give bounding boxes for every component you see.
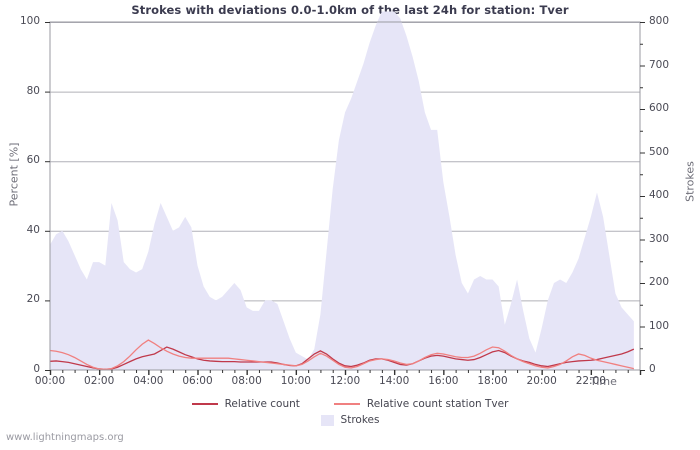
watermark: www.lightningmaps.org	[6, 432, 124, 443]
x-tick-label: 08:00	[231, 375, 262, 387]
x-tick-label: 10:00	[280, 375, 311, 387]
x-tick-label: 12:00	[329, 375, 361, 387]
y-tick-label: 60	[26, 154, 40, 167]
y2-tick-label: 100	[649, 319, 670, 332]
legend-line-icon	[333, 403, 360, 405]
x-tick-label: 22:00	[575, 375, 606, 387]
y2-tick-label: 300	[649, 232, 670, 245]
legend-swatch-icon	[320, 414, 334, 426]
y-tick-label: 40	[26, 223, 40, 236]
legend-line-icon	[191, 403, 218, 405]
legend-item-strokes[interactable]: Strokes	[320, 414, 380, 426]
x-tick-label: 14:00	[379, 375, 410, 387]
x-tick-label: 00:00	[34, 375, 66, 387]
x-tick-label: 04:00	[133, 375, 164, 387]
y-tick-label: 0	[33, 363, 40, 375]
legend-row-1: Relative count Relative count station Tv…	[0, 396, 700, 412]
legend-item-relative-count-station[interactable]: Relative count station Tver	[333, 398, 509, 410]
chart-title: Strokes with deviations 0.0-1.0km of the…	[131, 3, 569, 17]
x-tick-label: 20:00	[526, 375, 557, 387]
x-tick-label: 02:00	[84, 375, 115, 387]
y2-tick-label: 600	[649, 102, 670, 114]
y-tick-label: 100	[19, 15, 40, 27]
legend-item-relative-count[interactable]: Relative count	[191, 398, 300, 410]
legend-label: Strokes	[340, 414, 380, 426]
y2-tick-label: 500	[649, 145, 670, 158]
y2-tick-label: 700	[649, 58, 670, 71]
y2-tick-label: 200	[649, 276, 670, 288]
chart-legend: Relative count Relative count station Tv…	[0, 396, 700, 428]
legend-row-2: Strokes	[0, 412, 700, 428]
y2-tick-label: 0	[649, 363, 656, 375]
y2-tick-label: 800	[649, 15, 670, 27]
x-tick-label: 06:00	[182, 375, 213, 387]
x-axis-label: Time	[590, 375, 617, 388]
y2-tick-label: 400	[649, 189, 670, 201]
legend-label: Relative count station Tver	[366, 398, 509, 410]
y-tick-label: 80	[26, 84, 40, 97]
y-tick-label: 20	[26, 293, 40, 306]
x-tick-label: 16:00	[428, 375, 459, 387]
legend-label: Relative count	[224, 398, 300, 410]
x-tick-label: 18:00	[477, 375, 508, 387]
